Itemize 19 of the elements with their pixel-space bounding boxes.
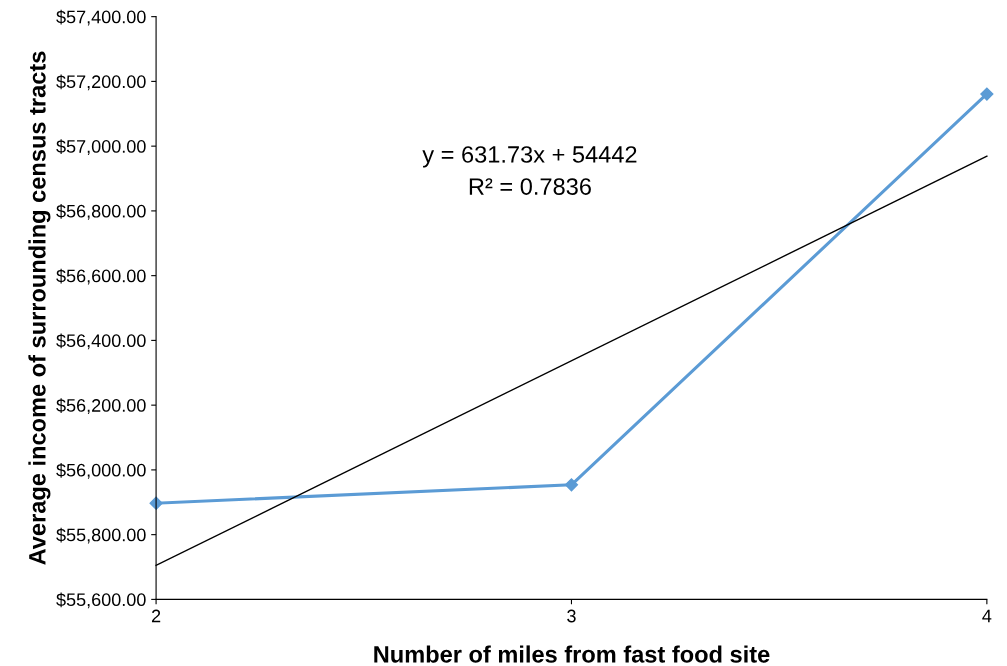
x-tick-label: 2 [151,609,161,623]
y-tick-label: $55,800.00 [56,527,146,544]
y-tick-label: $56,600.00 [56,268,146,285]
x-tick-label: 3 [567,609,576,623]
annotation: R² = 0.7836 [469,178,591,195]
y-tick-label: $55,600.00 [56,592,146,609]
y-tick-label: $56,800.00 [56,204,146,220]
x-axis-title: Number of miles from fast food site [374,645,770,663]
point [980,87,994,101]
x-tick-label: 4 [982,609,992,623]
annotation: y = 631.73x + 54442 [422,146,637,168]
y-tick-label: $56,000.00 [56,463,146,479]
y-axis-title: Average income of surrounding census tracts [28,51,51,565]
y-tick-label: $56,400.00 [56,333,146,350]
y-tick-label: $57,400.00 [56,9,146,26]
y-tick-label: $57,200.00 [56,74,146,91]
point [564,478,579,492]
y-tick-label: $56,200.00 [56,398,146,414]
y-tick-label: $57,000.00 [56,139,146,155]
